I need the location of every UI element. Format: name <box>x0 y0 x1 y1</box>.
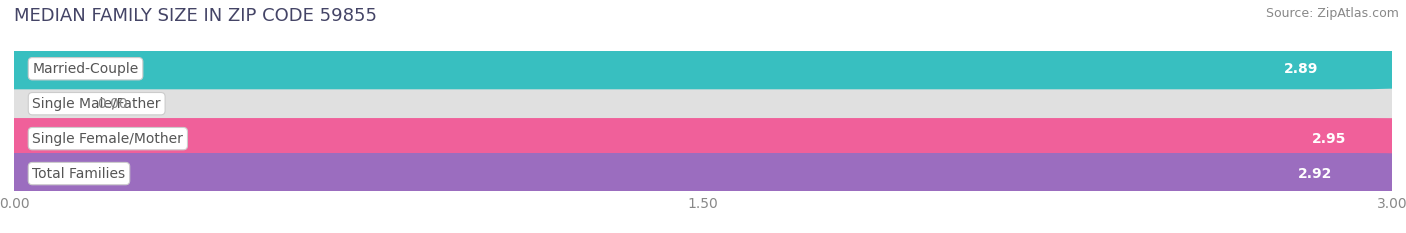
FancyBboxPatch shape <box>0 153 1406 194</box>
Text: 2.95: 2.95 <box>1312 132 1346 146</box>
FancyBboxPatch shape <box>0 48 1406 89</box>
Text: MEDIAN FAMILY SIZE IN ZIP CODE 59855: MEDIAN FAMILY SIZE IN ZIP CODE 59855 <box>14 7 377 25</box>
Text: Total Families: Total Families <box>32 167 125 181</box>
FancyBboxPatch shape <box>0 48 1406 89</box>
Text: Single Male/Father: Single Male/Father <box>32 97 160 111</box>
Text: Source: ZipAtlas.com: Source: ZipAtlas.com <box>1265 7 1399 20</box>
FancyBboxPatch shape <box>0 153 1406 194</box>
Bar <box>14 51 1392 86</box>
Text: 2.89: 2.89 <box>1284 62 1319 76</box>
Text: 2.92: 2.92 <box>1298 167 1333 181</box>
FancyBboxPatch shape <box>0 118 1406 159</box>
Text: 0.00: 0.00 <box>97 97 128 111</box>
Bar <box>14 121 1392 156</box>
FancyBboxPatch shape <box>0 118 1406 159</box>
FancyBboxPatch shape <box>0 83 1406 124</box>
Bar <box>14 156 1392 191</box>
Text: Married-Couple: Married-Couple <box>32 62 139 76</box>
Text: Single Female/Mother: Single Female/Mother <box>32 132 183 146</box>
Bar <box>14 86 1392 121</box>
